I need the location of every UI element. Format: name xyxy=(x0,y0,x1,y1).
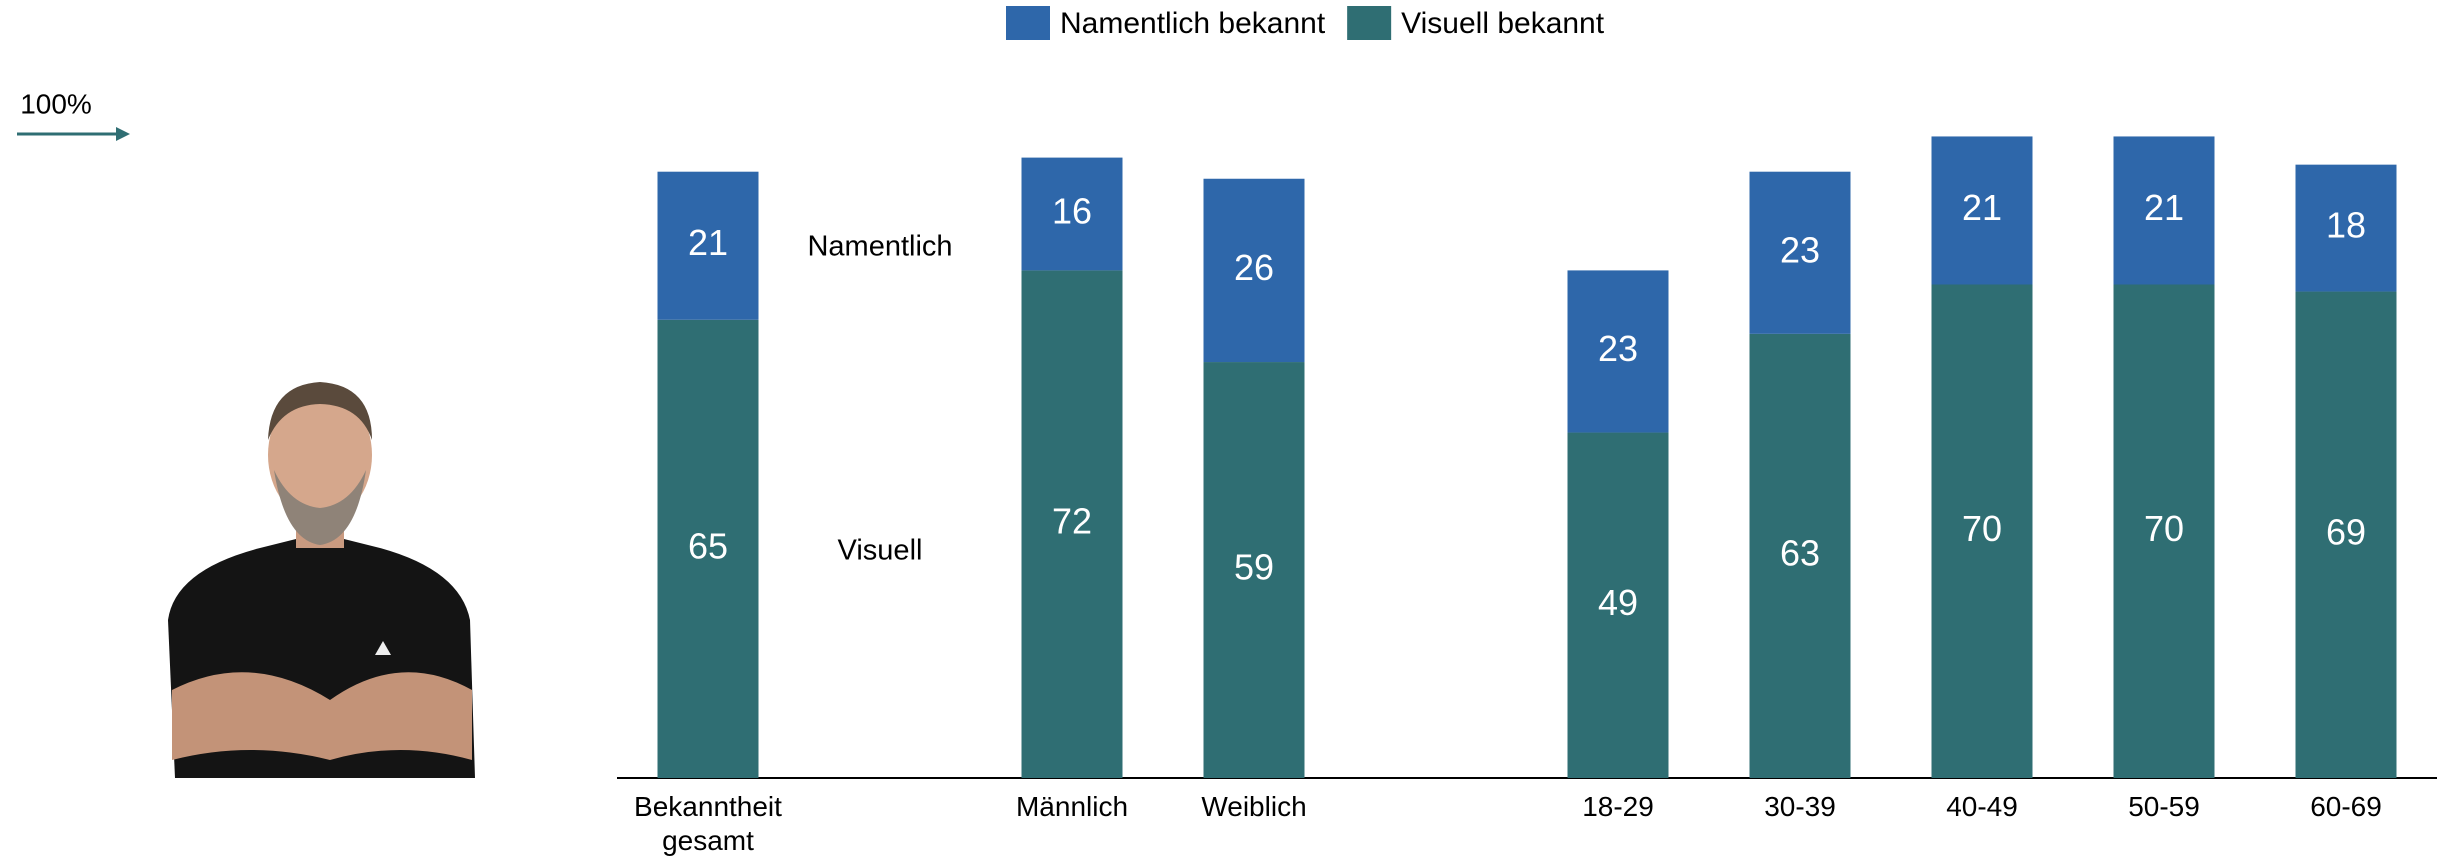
value-label: 59 xyxy=(1234,547,1274,588)
value-label: 16 xyxy=(1052,191,1092,232)
x-tick-label: Bekanntheit gesamt xyxy=(617,790,799,858)
value-label: 72 xyxy=(1052,501,1092,542)
value-label: 21 xyxy=(1962,187,2002,228)
value-label: 23 xyxy=(1598,328,1638,369)
legend-label: Visuell bekannt xyxy=(1401,7,1605,40)
x-tick-label: 60-69 xyxy=(2255,790,2437,824)
photo xyxy=(168,382,475,778)
value-label: 21 xyxy=(688,222,728,263)
value-label: 69 xyxy=(2326,511,2366,552)
chart: 100% Namentlich Visuell Namentlich bekan… xyxy=(0,0,2450,859)
legend-swatch xyxy=(1347,6,1391,40)
value-label: 21 xyxy=(2144,187,2184,228)
value-label: 63 xyxy=(1780,532,1820,573)
annotation: 100% xyxy=(20,88,92,119)
x-tick-label: 30-39 xyxy=(1709,790,1891,824)
value-label: 70 xyxy=(2144,508,2184,549)
value-label: 26 xyxy=(1234,247,1274,288)
value-label: 23 xyxy=(1780,229,1820,270)
legend-label: Namentlich bekannt xyxy=(1060,7,1326,40)
x-tick-label: Männlich xyxy=(981,790,1163,824)
page: 100% Namentlich Visuell Namentlich bekan… xyxy=(0,0,2450,859)
value-label: 70 xyxy=(1962,508,2002,549)
annotation: Visuell xyxy=(838,535,923,567)
legend-swatch xyxy=(1006,6,1050,40)
value-label: 18 xyxy=(2326,205,2366,246)
annotation: Namentlich xyxy=(807,231,952,263)
value-label: 65 xyxy=(688,525,728,566)
arrow-head xyxy=(116,127,130,141)
x-tick-label: Weiblich xyxy=(1163,790,1345,824)
x-tick-label: 50-59 xyxy=(2073,790,2255,824)
x-tick-label: 40-49 xyxy=(1891,790,2073,824)
x-tick-label: 18-29 xyxy=(1527,790,1709,824)
value-label: 49 xyxy=(1598,582,1638,623)
